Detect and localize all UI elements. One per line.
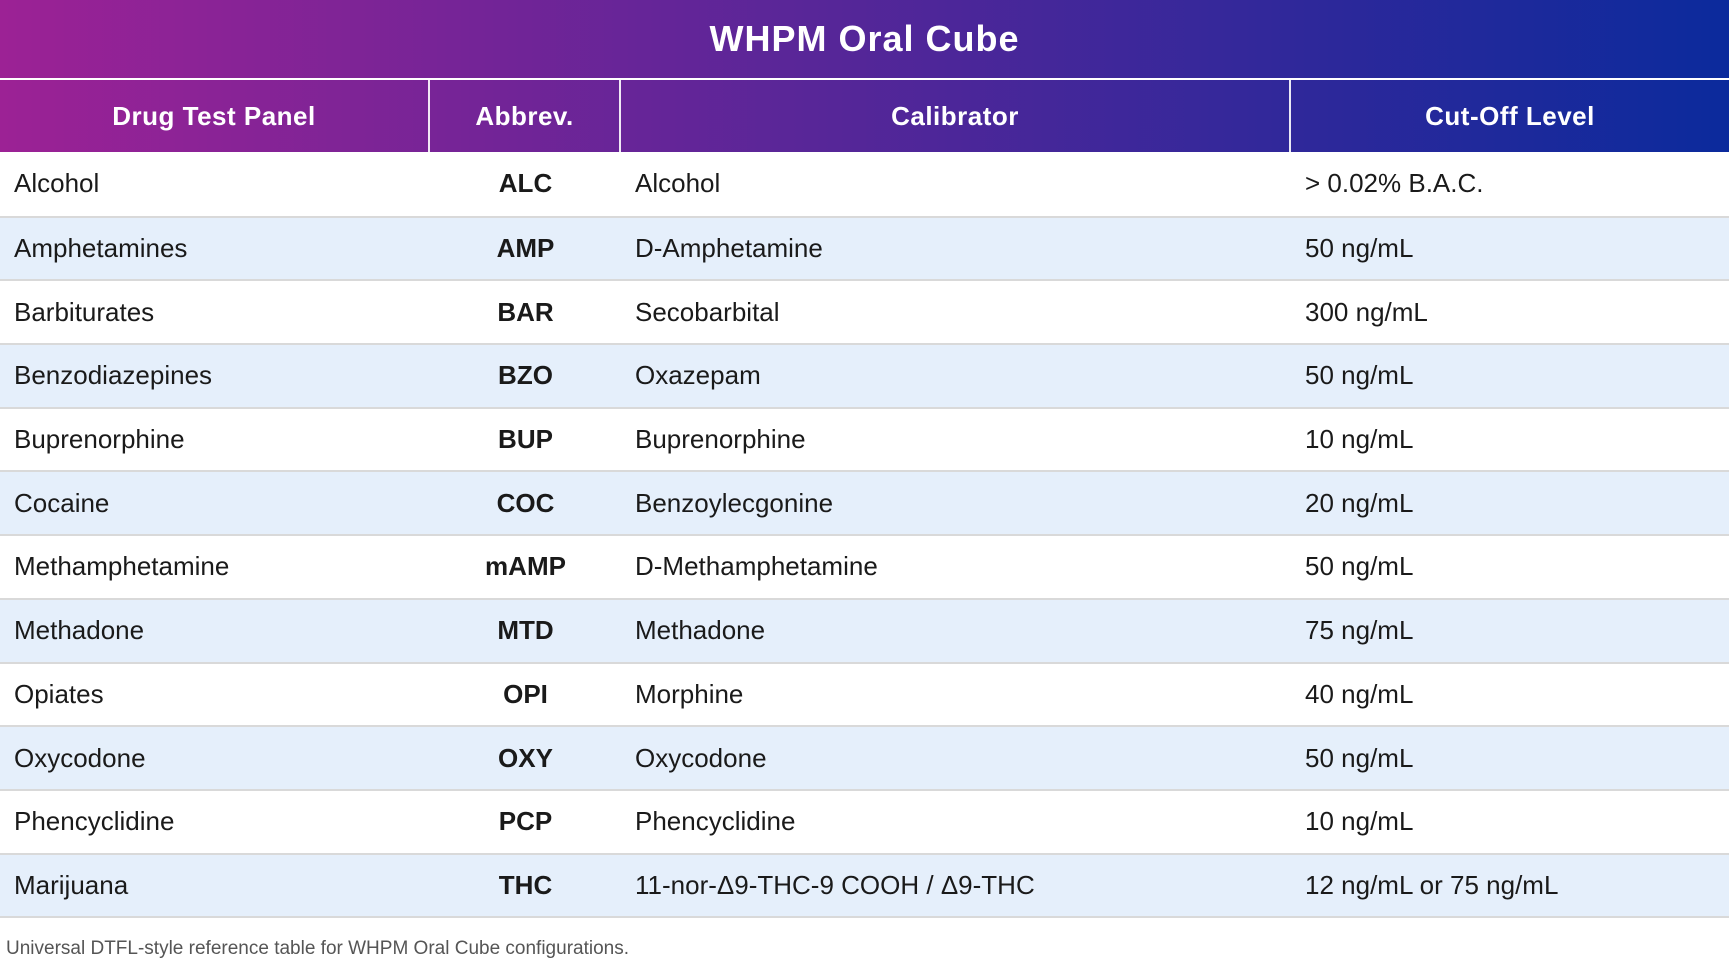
cutoff-cell: 20 ng/mL <box>1305 487 1414 518</box>
panel-cell: Opiates <box>14 678 104 709</box>
cutoff-cell: 40 ng/mL <box>1305 678 1414 709</box>
title-bar: WHPM Oral Cube <box>0 0 1729 80</box>
abbrev-cell: AMP <box>496 233 555 264</box>
abbrev-cell: BZO <box>498 360 553 391</box>
abbrev-cell: mAMP <box>485 551 566 582</box>
abbrev-cell: COC <box>496 487 555 518</box>
abbrev-cell: PCP <box>498 806 553 837</box>
column-header-calibrator: Calibrator <box>621 80 1291 152</box>
table-row: Cocaine COC Benzoylecgonine 20 ng/mL <box>0 470 1729 535</box>
abbrev-cell: OXY <box>498 742 553 773</box>
calibrator-cell: Phencyclidine <box>635 806 796 837</box>
panel-cell: Methamphetamine <box>14 551 230 582</box>
cutoff-cell: 10 ng/mL <box>1305 424 1414 455</box>
panel-cell: Cocaine <box>14 487 110 518</box>
column-header-panel: Drug Test Panel <box>0 80 430 152</box>
cutoff-cell: 50 ng/mL <box>1305 551 1414 582</box>
cutoff-cell: > 0.02% B.A.C. <box>1305 168 1484 199</box>
table-row: Methadone MTD Methadone 75 ng/mL <box>0 597 1729 662</box>
panel-cell: Methadone <box>14 615 145 646</box>
footer-note: Universal DTFL-style reference table for… <box>6 938 630 960</box>
table-row: Buprenorphine BUP Buprenorphine 10 ng/mL <box>0 406 1729 471</box>
table-row: Benzodiazepines BZO Oxazepam 50 ng/mL <box>0 343 1729 407</box>
abbrev-cell: ALC <box>498 168 553 199</box>
calibrator-cell: D-Methamphetamine <box>635 551 878 582</box>
cutoff-cell: 12 ng/mL or 75 ng/mL <box>1305 869 1559 900</box>
panel-cell: Phencyclidine <box>14 806 175 837</box>
column-header-abbrev: Abbrev. <box>430 80 621 152</box>
calibrator-cell: Benzoylecgonine <box>635 487 834 518</box>
cutoff-cell: 10 ng/mL <box>1305 806 1414 837</box>
cutoff-cell: 50 ng/mL <box>1305 360 1414 391</box>
panel-cell: Oxycodone <box>14 742 146 773</box>
table-row: Alcohol ALC Alcohol > 0.02% B.A.C. <box>0 152 1729 216</box>
panel-cell: Barbiturates <box>14 296 155 327</box>
column-header-row: Drug Test Panel Abbrev. Calibrator Cut-O… <box>0 80 1729 152</box>
column-header-cutoff: Cut-Off Level <box>1425 100 1595 131</box>
abbrev-cell: BAR <box>497 296 554 327</box>
calibrator-cell: Methadone <box>635 615 766 646</box>
cutoff-cell: 300 ng/mL <box>1305 296 1428 327</box>
table-row: Marijuana THC 11-nor-Δ9-THC-9 COOH / Δ9-… <box>0 852 1729 917</box>
table-row: Amphetamines AMP D-Amphetamine 50 ng/mL <box>0 215 1729 280</box>
calibrator-cell: Oxazepam <box>635 360 761 391</box>
table-row: Phencyclidine PCP Phencyclidine 10 ng/mL <box>0 788 1729 853</box>
cutoff-cell: 50 ng/mL <box>1305 742 1414 773</box>
table-row: Barbiturates BAR Secobarbital 300 ng/mL <box>0 279 1729 344</box>
panel-cell: Amphetamines <box>14 233 188 264</box>
panel-cell: Benzodiazepines <box>14 360 213 391</box>
table-row: Methamphetamine mAMP D-Methamphetamine 5… <box>0 534 1729 598</box>
cutoff-cell: 50 ng/mL <box>1305 233 1414 264</box>
calibrator-cell: Buprenorphine <box>635 424 806 455</box>
cutoff-cell: 75 ng/mL <box>1305 615 1414 646</box>
calibrator-cell: Secobarbital <box>635 296 780 327</box>
abbrev-cell: OPI <box>503 678 548 709</box>
abbrev-cell: THC <box>498 869 553 900</box>
calibrator-cell: Oxycodone <box>635 742 767 773</box>
page-title: WHPM Oral Cube <box>709 18 1020 59</box>
panel-cell: Buprenorphine <box>14 424 185 455</box>
table-row: Opiates OPI Morphine 40 ng/mL <box>0 661 1729 726</box>
panel-cell: Alcohol <box>14 168 100 199</box>
calibrator-cell: D-Amphetamine <box>635 233 823 264</box>
calibrator-cell: Alcohol <box>635 168 721 199</box>
table-row: Oxycodone OXY Oxycodone 50 ng/mL <box>0 725 1729 789</box>
abbrev-cell: MTD <box>497 615 554 646</box>
table-body: Alcohol ALC Alcohol > 0.02% B.A.C. Amphe… <box>0 152 1729 919</box>
panel-cell: Marijuana <box>14 869 129 900</box>
abbrev-cell: BUP <box>498 424 553 455</box>
table-header-block: WHPM Oral Cube Drug Test Panel Abbrev. C… <box>0 0 1729 152</box>
calibrator-cell: 11-nor-Δ9-THC-9 COOH / Δ9-THC <box>635 869 1035 900</box>
calibrator-cell: Morphine <box>635 678 744 709</box>
